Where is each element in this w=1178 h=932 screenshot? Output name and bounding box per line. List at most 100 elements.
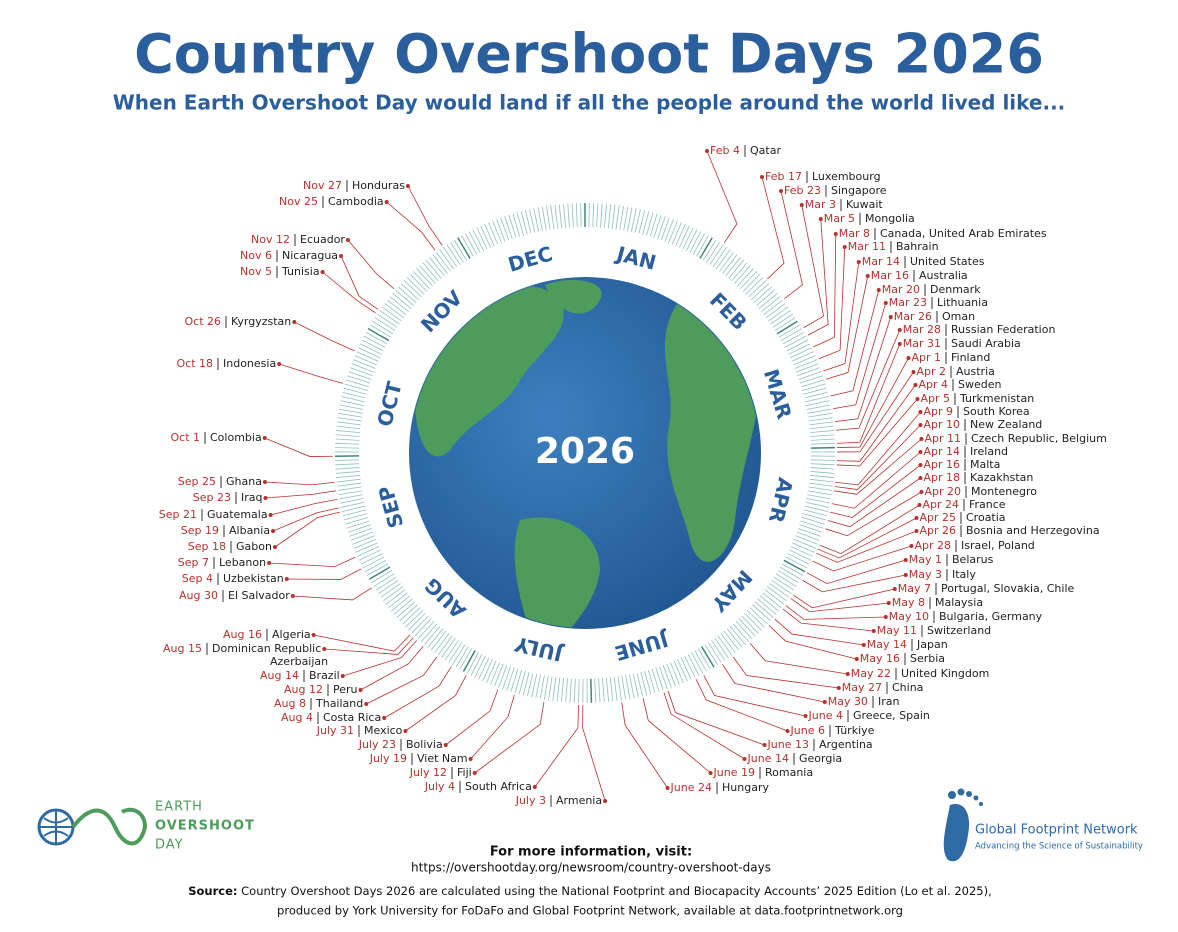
day-tick [464,233,478,255]
day-tick [373,573,395,587]
entry-country: Iraq [241,491,263,504]
day-tick [358,347,381,359]
entry-country: Greece, Spain [853,709,930,722]
day-tick [666,663,676,687]
day-tick [627,207,633,232]
leader-line [836,343,901,444]
entry-country: Lebanon [219,556,266,569]
day-tick [777,570,799,584]
day-tick [337,482,362,487]
leader-line [749,643,848,675]
leaders [262,149,924,803]
leader-line [582,704,606,802]
entry-country: Malta [970,458,1000,471]
day-tick [556,677,561,702]
leader-line [817,517,917,559]
day-tick [480,225,492,248]
entry-date: July 4 [424,780,455,793]
logo-right: Global Footprint Network [975,823,1138,838]
day-tick [780,328,803,341]
day-tick [416,268,433,287]
entry-date: Apr 1 [911,351,941,364]
leader-dot [322,647,327,651]
month-label: JAN [612,241,658,275]
day-tick [784,335,807,348]
day-tick [459,648,473,670]
entry-country: Peru [333,683,358,696]
leader-dot [918,450,923,454]
entry-date: Apr 4 [918,378,948,391]
day-tick [687,653,700,676]
leader-line [642,698,711,774]
leader-line [340,255,379,310]
day-tick [437,635,453,656]
day-tick [800,379,825,388]
day-tick [381,306,402,322]
day-tick [363,335,386,348]
day-tick [803,509,828,517]
leader-line [470,694,515,760]
day-tick [734,265,751,284]
day-tick [803,387,827,395]
day-tick [806,498,830,504]
entry-date: Mar 11 [848,240,886,253]
entry-country: Fiji [457,766,472,779]
day-tick [761,296,781,312]
day-tick [486,660,497,683]
entry-country: Guatemala [207,508,268,521]
leader-dot [919,490,924,494]
day-tick [753,286,773,304]
entry-date: Apr 9 [923,405,953,418]
day-tick [370,324,392,338]
leader-dot [903,558,908,562]
day-tick [767,586,787,602]
entry-date: Mar 26 [894,310,932,323]
entry-country: Serbia [910,652,945,665]
day-tick [337,417,362,422]
entry-country: Belarus [952,553,994,566]
info-heading: For more information, visit: [490,845,692,860]
leader-dot [262,436,267,440]
leader-line [722,664,825,703]
entry-country: United States [910,255,985,268]
entry-country: South Africa [465,780,532,793]
day-tick [680,657,692,680]
entry-date: Sep 23 [193,491,231,504]
leader-line [322,271,376,314]
logo-text: DAY [155,838,184,853]
day-tick [347,375,371,384]
leader-dot [913,383,918,387]
leader-dot [918,463,923,467]
day-tick [335,459,360,461]
day-tick [719,251,735,272]
leader-line [269,556,356,568]
day-tick [649,213,658,237]
day-tick [805,501,830,508]
entry-country: Ireland [970,445,1008,458]
day-tick [420,623,438,643]
day-tick [642,211,650,235]
day-tick [795,363,819,373]
entry-date: Feb 4 [710,144,740,157]
leader-line [732,656,839,689]
entry-date: Sep 4 [182,572,213,585]
leader-line [806,559,906,585]
entry-country: Hungary [722,781,769,794]
day-tick [569,678,572,703]
info-url: https://overshootday.org/newsroom/countr… [411,861,771,875]
entry-country: Switzerland [927,624,991,637]
day-tick [336,478,361,483]
leader-line [823,261,860,372]
day-tick [337,486,362,491]
leader-line [703,675,806,717]
entry-country: Portugal, Slovakia, Chile [941,582,1074,595]
leader-dot [284,577,289,581]
leader-line [801,204,824,328]
leader-dot [803,714,808,718]
day-tick [632,673,639,698]
day-tick [668,220,678,244]
leader-line [360,645,424,691]
day-tick [520,211,528,235]
leader-dot [364,702,369,706]
month-tick [368,566,391,580]
